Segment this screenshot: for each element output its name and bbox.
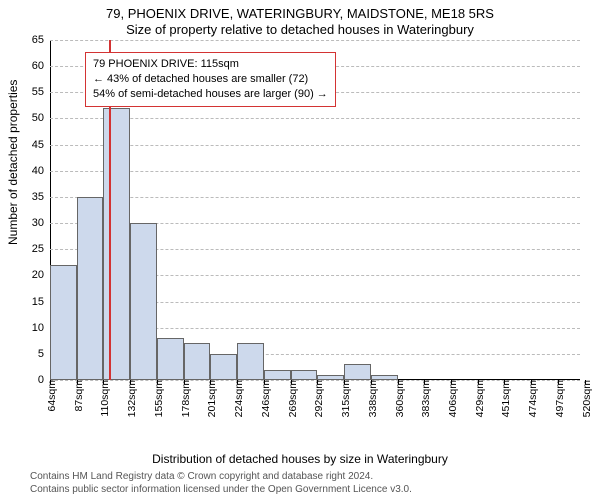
x-tick-label: 474sqm bbox=[523, 380, 539, 417]
x-tick-label: 132sqm bbox=[122, 380, 138, 417]
y-tick-label: 55 bbox=[32, 86, 50, 98]
x-tick-label: 155sqm bbox=[149, 380, 165, 417]
x-tick-label: 87sqm bbox=[69, 380, 85, 412]
y-tick-label: 50 bbox=[32, 112, 50, 124]
x-tick-label: 360sqm bbox=[390, 380, 406, 417]
histogram-bar bbox=[291, 370, 318, 380]
histogram-bar bbox=[77, 197, 104, 380]
x-tick-label: 383sqm bbox=[416, 380, 432, 417]
y-tick-label: 35 bbox=[32, 191, 50, 203]
x-tick-label: 497sqm bbox=[550, 380, 566, 417]
chart-container: 79, PHOENIX DRIVE, WATERINGBURY, MAIDSTO… bbox=[0, 0, 600, 500]
callout-line-1: 79 PHOENIX DRIVE: 115sqm bbox=[93, 57, 328, 72]
y-tick-label: 60 bbox=[32, 60, 50, 72]
callout-line-3: 54% of semi-detached houses are larger (… bbox=[93, 87, 328, 102]
callout-line-2: ← 43% of detached houses are smaller (72… bbox=[93, 72, 328, 87]
y-tick-label: 20 bbox=[32, 269, 50, 281]
y-tick-label: 25 bbox=[32, 243, 50, 255]
x-tick-label: 292sqm bbox=[309, 380, 325, 417]
attribution-line-1: Contains HM Land Registry data © Crown c… bbox=[30, 471, 412, 484]
x-tick-label: 201sqm bbox=[202, 380, 218, 417]
y-tick-label: 5 bbox=[38, 348, 50, 360]
x-tick-label: 269sqm bbox=[283, 380, 299, 417]
x-tick-label: 110sqm bbox=[95, 380, 111, 417]
y-tick-label: 45 bbox=[32, 139, 50, 151]
plot-area: 0510152025303540455055606564sqm87sqm110s… bbox=[50, 40, 580, 380]
x-tick-label: 451sqm bbox=[496, 380, 512, 417]
histogram-bar bbox=[210, 354, 237, 380]
histogram-bar bbox=[184, 343, 211, 380]
x-tick-label: 520sqm bbox=[577, 380, 593, 417]
x-axis-label: Distribution of detached houses by size … bbox=[0, 452, 600, 466]
y-tick-label: 15 bbox=[32, 296, 50, 308]
x-tick-label: 338sqm bbox=[363, 380, 379, 417]
histogram-bar bbox=[103, 108, 130, 380]
histogram-bar bbox=[237, 343, 264, 380]
chart-title-description: Size of property relative to detached ho… bbox=[0, 22, 600, 37]
histogram-bar bbox=[264, 370, 291, 380]
y-tick-label: 40 bbox=[32, 165, 50, 177]
histogram-bar bbox=[344, 364, 371, 380]
x-tick-label: 406sqm bbox=[443, 380, 459, 417]
x-tick-label: 429sqm bbox=[470, 380, 486, 417]
y-tick-label: 30 bbox=[32, 217, 50, 229]
attribution-line-2: Contains public sector information licen… bbox=[30, 484, 412, 497]
x-tick-label: 246sqm bbox=[256, 380, 272, 417]
x-tick-label: 178sqm bbox=[176, 380, 192, 417]
callout-box: 79 PHOENIX DRIVE: 115sqm← 43% of detache… bbox=[85, 52, 336, 107]
histogram-bar bbox=[130, 223, 157, 380]
chart-title-address: 79, PHOENIX DRIVE, WATERINGBURY, MAIDSTO… bbox=[0, 6, 600, 21]
x-tick-label: 64sqm bbox=[42, 380, 58, 412]
attribution-text: Contains HM Land Registry data © Crown c… bbox=[30, 471, 412, 496]
y-axis-label: Number of detached properties bbox=[6, 80, 20, 245]
x-tick-label: 315sqm bbox=[336, 380, 352, 417]
grid-line bbox=[50, 40, 580, 41]
histogram-bar bbox=[157, 338, 184, 380]
histogram-bar bbox=[50, 265, 77, 380]
x-tick-label: 224sqm bbox=[229, 380, 245, 417]
y-tick-label: 10 bbox=[32, 322, 50, 334]
y-tick-label: 65 bbox=[32, 34, 50, 46]
